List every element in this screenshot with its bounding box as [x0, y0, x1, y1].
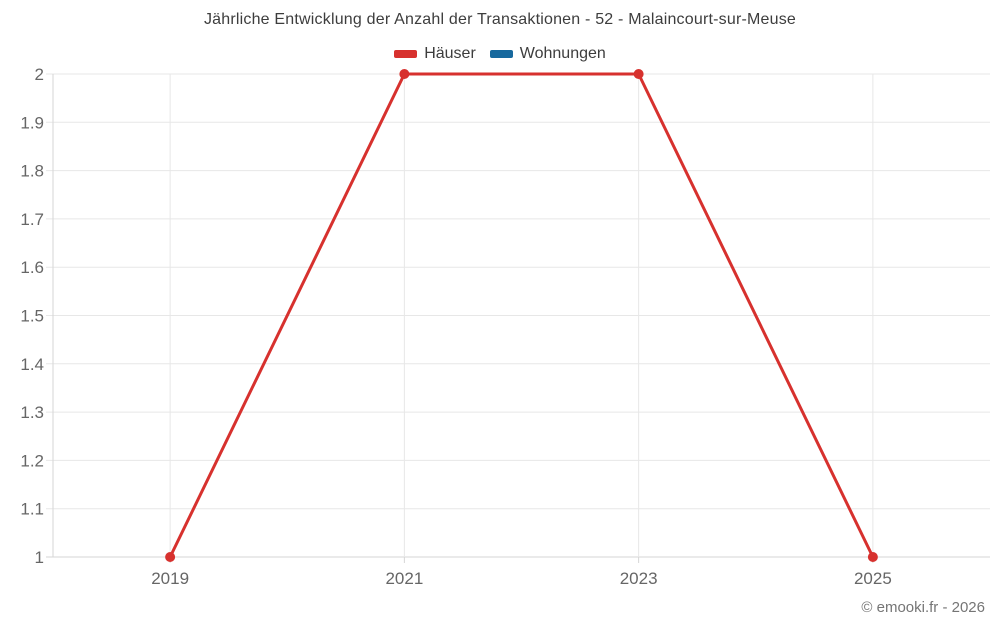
data-point-häuser-2025[interactable]: [867, 552, 878, 562]
y-axis-tick-label: 1.4: [20, 355, 44, 374]
y-axis-tick-label: 1.8: [20, 162, 44, 181]
wohnungen-series-swatch-icon: [489, 50, 513, 58]
y-axis-tick-label: 1.5: [20, 307, 44, 326]
chart-title: Jährliche Entwicklung der Anzahl der Tra…: [203, 11, 797, 28]
y-axis-tick-label: 1.3: [20, 403, 44, 422]
legend-label-wohnungen: Wohnungen: [519, 45, 606, 62]
data-point-häuser-2021[interactable]: [399, 69, 410, 79]
y-axis-tick-label: 1.7: [20, 210, 44, 229]
y-axis-tick-label: 1.2: [20, 451, 44, 470]
y-axis-tick-label: 1.1: [20, 500, 44, 519]
hauser-series-swatch-icon: [394, 50, 418, 58]
legend: Häuser Wohnungen: [0, 45, 1000, 63]
y-axis-tick-label: 2: [35, 65, 44, 84]
legend-label-hauser: Häuser: [424, 45, 476, 62]
y-axis-tick-label: 1: [35, 548, 44, 567]
x-axis-tick-label: 2021: [385, 569, 423, 588]
series-line-häuser[interactable]: [168, 72, 875, 559]
x-axis-tick-label: 2023: [620, 569, 658, 588]
y-axis-tick-label: 1.9: [20, 113, 44, 132]
x-axis-tick-label: 2025: [854, 569, 892, 588]
legend-item-wohnungen[interactable]: Wohnungen: [489, 45, 606, 63]
x-axis-tick-label: 2019: [151, 569, 189, 588]
data-point-häuser-2023[interactable]: [633, 69, 644, 79]
data-point-häuser-2019[interactable]: [165, 552, 176, 562]
y-axis-tick-label: 1.6: [20, 258, 44, 277]
credit-text: © emooki.fr - 2026: [861, 599, 985, 616]
legend-item-hauser[interactable]: Häuser: [394, 45, 476, 63]
